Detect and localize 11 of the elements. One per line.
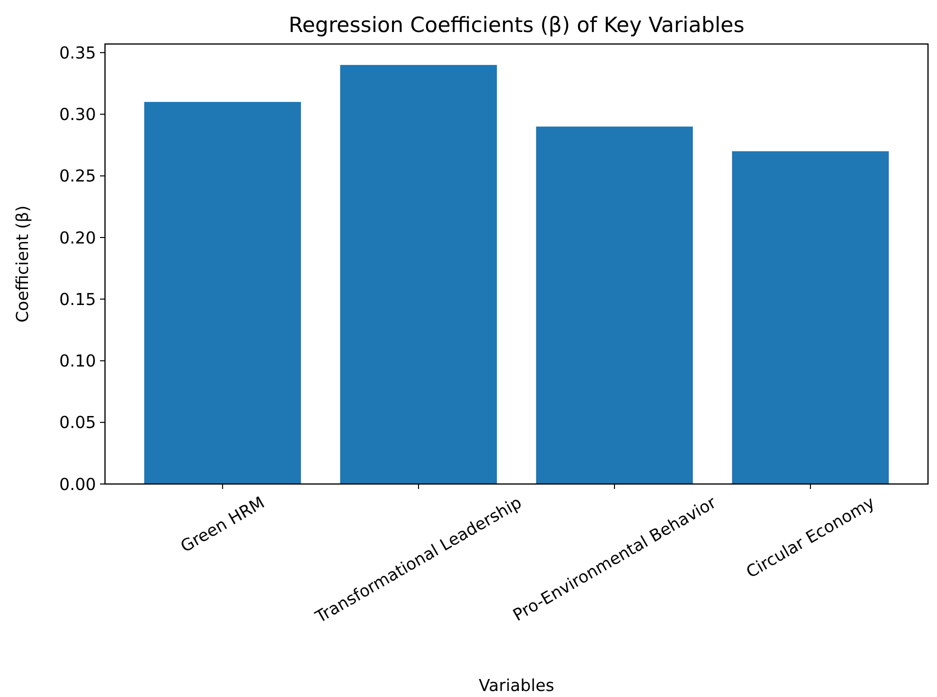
y-tick-label: 0.05 bbox=[59, 413, 96, 432]
y-tick-label: 0.35 bbox=[59, 43, 96, 62]
y-tick-label: 0.00 bbox=[59, 474, 96, 494]
y-tick-label: 0.20 bbox=[59, 228, 96, 248]
y-axis-title: Coefficient (β) bbox=[13, 205, 32, 323]
x-axis-title: Variables bbox=[478, 676, 554, 695]
y-tick-label: 0.25 bbox=[59, 166, 96, 186]
chart-title: Regression Coefficients (β) of Key Variables bbox=[288, 13, 744, 37]
y-tick-label: 0.30 bbox=[59, 105, 96, 124]
y-tick-label: 0.10 bbox=[59, 352, 96, 371]
y-tick-label: 0.15 bbox=[59, 290, 96, 309]
